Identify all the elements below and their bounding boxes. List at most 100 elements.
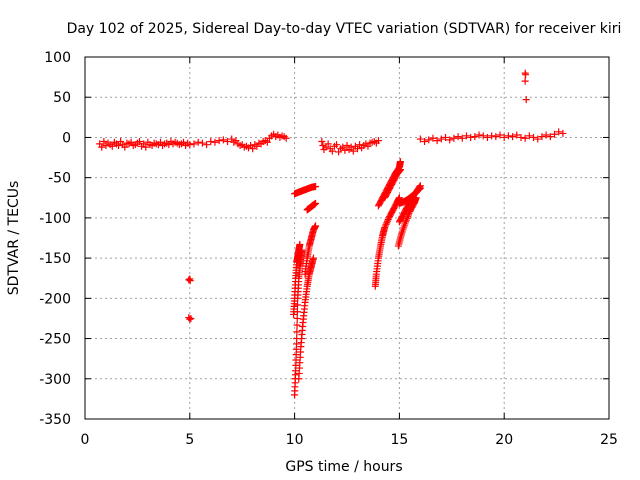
data-point (425, 136, 433, 144)
y-tick-label: -200 (39, 291, 71, 307)
data-point (98, 143, 106, 151)
data-point (530, 133, 538, 141)
data-point (421, 137, 429, 145)
data-point (100, 137, 108, 145)
data-point (551, 130, 559, 138)
data-point (396, 166, 404, 174)
data-point (312, 199, 320, 207)
data-point (324, 140, 332, 148)
data-point (416, 135, 424, 143)
data-point (437, 135, 445, 143)
data-point (433, 137, 441, 145)
data-point (224, 137, 232, 145)
data-point (186, 315, 194, 323)
data-point (522, 71, 530, 79)
data-point (381, 224, 389, 232)
data-point (555, 128, 563, 136)
data-point (559, 129, 567, 137)
data-point (522, 96, 530, 104)
data-point (382, 220, 390, 228)
data-point (384, 215, 392, 223)
data-point (353, 145, 361, 153)
data-point (185, 276, 193, 284)
y-tick-label: -250 (39, 332, 71, 348)
data-point (318, 137, 326, 145)
x-tick-label: 15 (390, 432, 408, 448)
data-point (479, 132, 487, 140)
data-point (215, 137, 223, 145)
data-points (96, 69, 567, 399)
data-point (347, 143, 355, 151)
data-point (319, 141, 327, 149)
data-point (467, 133, 475, 141)
data-point (309, 254, 317, 262)
data-point (293, 314, 301, 322)
data-point (108, 142, 116, 150)
data-point (488, 132, 496, 140)
data-point (121, 143, 129, 151)
y-tick-label: -300 (39, 372, 71, 388)
data-point (384, 217, 392, 225)
data-point (349, 147, 357, 155)
data-point (341, 146, 349, 154)
data-point (504, 132, 512, 140)
data-point (496, 131, 504, 139)
data-point (381, 222, 389, 230)
data-point (475, 131, 483, 139)
data-point (198, 139, 206, 147)
data-point (293, 321, 301, 329)
grid-lines (85, 57, 609, 419)
x-tick-label: 20 (495, 432, 513, 448)
data-point (521, 77, 529, 85)
data-point (211, 138, 219, 146)
data-point (534, 135, 542, 143)
data-point (513, 131, 521, 139)
data-point (333, 141, 341, 149)
data-point (312, 222, 320, 230)
y-tick-label: -150 (39, 251, 71, 267)
data-point (429, 134, 437, 142)
data-point (187, 314, 195, 322)
y-tick-label: 0 (62, 130, 71, 146)
data-point (194, 138, 202, 146)
data-point (294, 301, 302, 309)
data-point (203, 141, 211, 149)
data-point (446, 136, 454, 144)
data-point (249, 145, 257, 153)
data-point (142, 143, 150, 151)
x-axis-label: GPS time / hours (285, 459, 402, 475)
data-point (328, 147, 336, 155)
data-point (483, 133, 491, 141)
y-tick-label: -350 (39, 412, 71, 428)
chart-title: Day 102 of 2025, Sidereal Day-to-day VTE… (67, 21, 622, 37)
x-tick-label: 0 (81, 432, 90, 448)
data-point (396, 158, 404, 166)
data-point (450, 134, 458, 142)
data-point (546, 133, 554, 141)
data-point (462, 132, 470, 140)
data-point (416, 182, 424, 190)
data-point (282, 134, 290, 142)
data-point (186, 277, 194, 285)
axis-ticks: 0 5 10 15 20 25 100 50 0 -50 -100 -150 -200 -250 -300 -… (39, 50, 618, 448)
data-point (343, 141, 351, 149)
y-axis-label: SDTVAR / TECUs (6, 181, 22, 296)
data-point (312, 183, 320, 191)
y-tick-label: 100 (44, 50, 71, 66)
data-point (542, 131, 550, 139)
data-point (509, 133, 517, 141)
data-point (454, 133, 462, 141)
x-tick-label: 10 (286, 432, 304, 448)
data-point (374, 137, 382, 145)
x-tick-label: 5 (185, 432, 194, 448)
data-point (538, 133, 546, 141)
data-point (135, 137, 143, 145)
data-point (416, 183, 424, 191)
data-point (525, 132, 533, 140)
y-tick-label: -100 (39, 211, 71, 227)
data-point (207, 137, 215, 145)
data-point (296, 240, 304, 248)
data-point (219, 136, 227, 144)
data-point (186, 141, 194, 149)
